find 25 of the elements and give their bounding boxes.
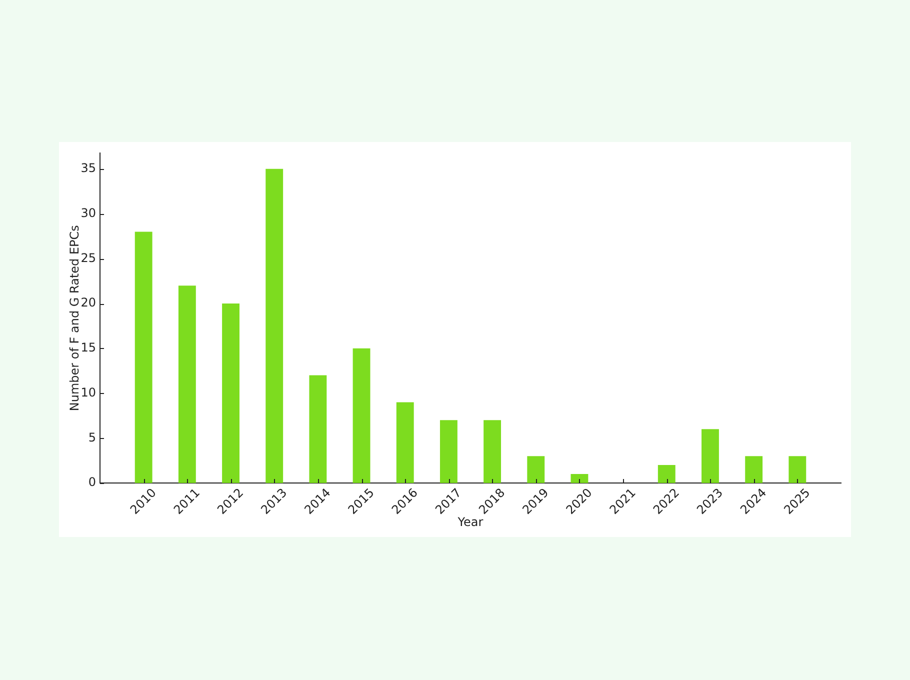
y-tick-label: 20 <box>80 296 96 310</box>
bar <box>134 232 152 483</box>
y-tick-label: 10 <box>80 385 96 400</box>
bar <box>178 286 196 483</box>
y-tick-label: 5 <box>88 430 96 444</box>
bar <box>745 456 763 483</box>
bar <box>484 420 502 483</box>
bar <box>788 456 806 483</box>
bar <box>222 304 240 483</box>
bar <box>352 348 370 483</box>
bar <box>309 375 327 483</box>
y-tick-label: 0 <box>88 475 96 490</box>
bar <box>527 456 545 483</box>
x-axis-title: Year <box>456 514 484 529</box>
y-axis-title: Number of F and G Rated EPCs <box>67 225 82 412</box>
y-tick-label: 25 <box>80 250 96 265</box>
bar <box>396 402 414 483</box>
y-tick-label: 35 <box>80 161 96 176</box>
bar <box>702 429 719 483</box>
y-tick-label: 30 <box>80 206 96 220</box>
y-tick-label: 15 <box>80 340 96 355</box>
bar <box>570 474 588 483</box>
bar <box>440 420 458 483</box>
bar <box>658 465 676 483</box>
bar <box>266 168 284 483</box>
